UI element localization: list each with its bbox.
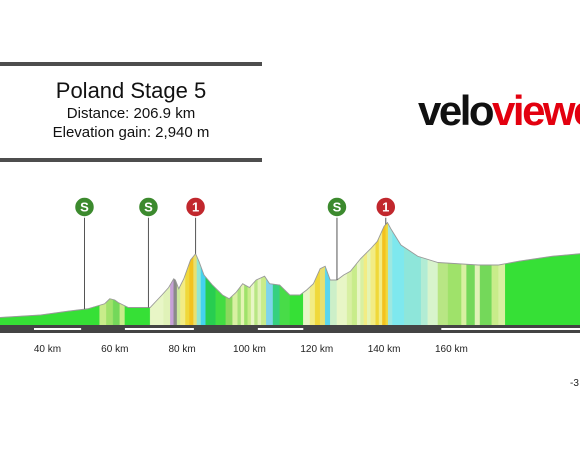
- veloviewer-logo: veloviewer: [418, 86, 580, 136]
- profile-segment-57: [447, 262, 462, 326]
- road-dash-0: [34, 328, 82, 330]
- marker-label-3: S: [333, 200, 342, 215]
- profile-segment-56: [437, 262, 449, 326]
- profile-segment-54: [420, 257, 429, 326]
- road-baseline: [0, 325, 580, 333]
- x-tick-label-100: 100 km: [233, 344, 266, 355]
- road-dash-1: [124, 328, 194, 330]
- profile-outline: [0, 221, 580, 318]
- profile-segment-36: [319, 265, 326, 326]
- x-tick-label-120: 120 km: [300, 344, 333, 355]
- stage-title: Poland Stage 5: [55, 78, 207, 103]
- profile-segment-6: [149, 292, 164, 326]
- profile-segment-39: [336, 272, 348, 326]
- profile-segment-35: [314, 268, 321, 326]
- distance-axis: 40 km 60 km 80 km 100 km 120 km 140 km 160 km: [34, 344, 468, 355]
- profile-segment-21: [237, 285, 242, 326]
- profile-segment-3: [112, 299, 121, 326]
- sprint-badge-3: [326, 196, 348, 218]
- marker-label-0: S: [80, 200, 89, 215]
- road-dash-3: [441, 328, 580, 330]
- profile-segment-14: [193, 253, 198, 326]
- marker-label-1: S: [144, 200, 153, 215]
- profile-segment-52: [392, 230, 405, 326]
- sprint-badge-0: [73, 196, 96, 218]
- profile-segment-10: [176, 284, 181, 326]
- logo-part-velo: velo: [418, 87, 495, 134]
- profile-segment-37: [324, 266, 331, 326]
- title-box: Poland Stage 5 Distance: 206.9 km Elevat…: [0, 62, 262, 162]
- profile-segment-49: [382, 223, 386, 326]
- profile-segment-11: [180, 273, 186, 326]
- profile-segment-46: [370, 242, 376, 326]
- profile-segment-58: [461, 263, 467, 326]
- logo-part-viewer: viewer: [492, 87, 580, 134]
- profile-segment-25: [250, 281, 255, 326]
- profile-segment-61: [479, 264, 492, 326]
- profile-segment-33: [303, 286, 311, 326]
- profile-segment-5: [124, 305, 151, 326]
- profile-segment-31: [279, 284, 291, 326]
- profile-segment-22: [240, 283, 245, 326]
- sprint-marker-0: S: [73, 196, 96, 310]
- stage-distance: Distance: 206.9 km: [66, 105, 196, 122]
- elevation-profile-chart: 40 km 60 km 80 km 100 km 120 km 140 km 160 km …: [0, 196, 580, 389]
- profile-segment-13: [189, 255, 194, 326]
- profile-segment-59: [466, 264, 476, 326]
- sprint-marker-1: S: [137, 196, 160, 308]
- profile-segment-41: [351, 262, 358, 326]
- kom-badge-4: [375, 196, 397, 218]
- x-tick-label-60: 60 km: [101, 344, 128, 355]
- profile-segment-4: [119, 303, 126, 326]
- profile-segment-44: [363, 251, 368, 326]
- profile-segment-28: [261, 275, 267, 326]
- profile-segment-63: [498, 263, 506, 326]
- profile-segment-19: [225, 295, 233, 326]
- profile-segment-50: [385, 222, 389, 326]
- corner-label: -3: [570, 378, 579, 389]
- profile-segment-2: [106, 298, 114, 326]
- profile-segment-55: [427, 259, 439, 326]
- profile-segment-60: [474, 264, 481, 326]
- profile-segment-45: [367, 248, 371, 326]
- profile-segment-1: [99, 301, 107, 326]
- road-dash-2: [257, 328, 304, 330]
- marker-label-4: 1: [382, 200, 389, 215]
- profile-segment-9: [173, 278, 178, 326]
- x-tick-label-160: 160 km: [435, 344, 468, 355]
- profile-segment-23: [244, 284, 248, 326]
- x-tick-label-140: 140 km: [368, 344, 401, 355]
- profile-segment-40: [346, 268, 353, 326]
- profile-segment-53: [404, 246, 422, 326]
- kom-marker-2: 1: [184, 196, 207, 254]
- profile-segment-62: [491, 264, 499, 326]
- profile-segment-42: [356, 258, 361, 326]
- route-markers: S S 1 S 1: [73, 196, 397, 310]
- profile-segments: [0, 222, 580, 326]
- profile-segment-32: [289, 292, 304, 326]
- profile-segment-26: [254, 278, 259, 326]
- profile-segment-64: [505, 253, 580, 326]
- profile-segment-38: [330, 279, 338, 326]
- kom-marker-4: 1: [375, 196, 397, 225]
- profile-segment-24: [247, 285, 252, 326]
- kom-badge-2: [184, 196, 207, 218]
- stage-elevation-gain: Elevation gain: 2,940 m: [52, 124, 210, 141]
- profile-segment-43: [360, 254, 365, 326]
- profile-segment-51: [387, 223, 393, 326]
- profile-segment-30: [272, 283, 280, 326]
- sprint-badge-1: [137, 196, 160, 218]
- profile-segment-7: [163, 283, 171, 326]
- profile-segment-48: [378, 229, 383, 326]
- profile-segment-15: [196, 256, 202, 326]
- profile-segment-29: [266, 278, 274, 326]
- profile-segment-17: [205, 276, 216, 326]
- profile-segment-27: [257, 277, 262, 326]
- sprint-marker-3: S: [326, 196, 348, 280]
- profile-segment-47: [375, 237, 380, 326]
- x-tick-label-80: 80 km: [168, 344, 195, 355]
- x-tick-label-40: 40 km: [34, 344, 61, 355]
- profile-segment-8: [170, 278, 174, 326]
- marker-label-2: 1: [192, 200, 199, 215]
